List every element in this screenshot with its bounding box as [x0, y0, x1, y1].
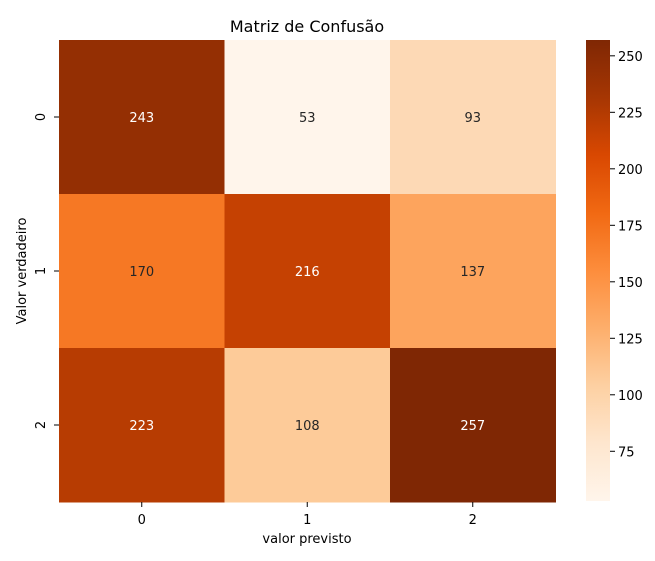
cell-value-1-0: 170	[129, 265, 154, 280]
cell-value-0-0: 243	[129, 111, 154, 126]
colorbar-tick-label-225: 225	[618, 106, 643, 121]
y-tick-label-0: 0	[34, 113, 49, 121]
heatmap-cell-2-2	[390, 348, 556, 503]
colorbar-tick-label-150: 150	[618, 276, 643, 291]
cell-annotations: 243 53 93 170 216 137 223 108 257	[129, 111, 485, 434]
colorbar-tick-label-125: 125	[618, 332, 643, 347]
y-tick-label-2: 2	[34, 421, 49, 429]
cell-value-2-2: 257	[460, 419, 485, 434]
cell-value-1-2: 137	[460, 265, 485, 280]
heatmap-cell-2-0	[59, 348, 225, 503]
y-axis-label: Valor verdadeiro	[15, 218, 30, 325]
x-tick-label-0: 0	[138, 513, 146, 528]
colorbar-tick-label-75: 75	[618, 445, 635, 460]
heatmap-cell-2-1	[224, 348, 391, 503]
x-axis-label: valor previsto	[262, 532, 351, 547]
heatmap-cell-1-2	[390, 194, 556, 349]
colorbar-ticks: 75 100 125 150 175 200 225 250	[610, 50, 643, 460]
cell-value-2-1: 108	[295, 419, 320, 434]
cell-value-2-0: 223	[129, 419, 154, 434]
colorbar-tick-label-175: 175	[618, 219, 643, 234]
heatmap-cell-1-1	[224, 194, 391, 349]
colorbar	[586, 40, 610, 501]
x-axis-ticks: 0 1 2	[138, 502, 477, 528]
x-tick-label-2: 2	[469, 513, 477, 528]
heatmap-cell-0-2	[390, 40, 556, 195]
cell-value-1-1: 216	[295, 265, 320, 280]
cell-value-0-2: 93	[464, 111, 481, 126]
y-axis-ticks: 0 1 2	[34, 113, 59, 429]
y-tick-label-1: 1	[34, 267, 49, 275]
colorbar-tick-label-100: 100	[618, 389, 643, 404]
colorbar-tick-label-200: 200	[618, 163, 643, 178]
heatmap-cell-1-0	[59, 194, 225, 349]
colorbar-tick-label-250: 250	[618, 50, 643, 65]
x-tick-label-1: 1	[303, 513, 311, 528]
cell-value-0-1: 53	[299, 111, 316, 126]
heatmap-cells	[59, 40, 556, 503]
heatmap-cell-0-0	[59, 40, 225, 195]
heatmap-cell-0-1	[224, 40, 391, 195]
chart-title: Matriz de Confusão	[230, 17, 384, 36]
